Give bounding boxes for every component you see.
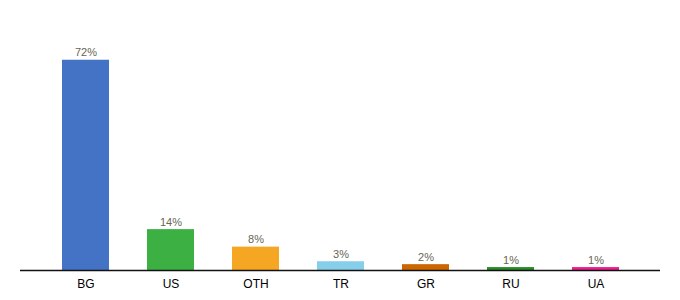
svg-text:BG: BG [77, 277, 94, 291]
svg-text:OTH: OTH [243, 277, 268, 291]
svg-text:72%: 72% [75, 46, 97, 58]
svg-text:US: US [163, 277, 180, 291]
svg-text:1%: 1% [503, 254, 519, 266]
svg-text:GR: GR [417, 277, 435, 291]
svg-text:14%: 14% [160, 216, 182, 228]
svg-text:RU: RU [502, 277, 519, 291]
svg-text:UA: UA [588, 277, 605, 291]
svg-text:8%: 8% [248, 233, 264, 245]
svg-text:1%: 1% [588, 254, 604, 266]
svg-text:2%: 2% [418, 251, 434, 263]
svg-text:3%: 3% [333, 248, 349, 260]
svg-text:TR: TR [333, 277, 349, 291]
